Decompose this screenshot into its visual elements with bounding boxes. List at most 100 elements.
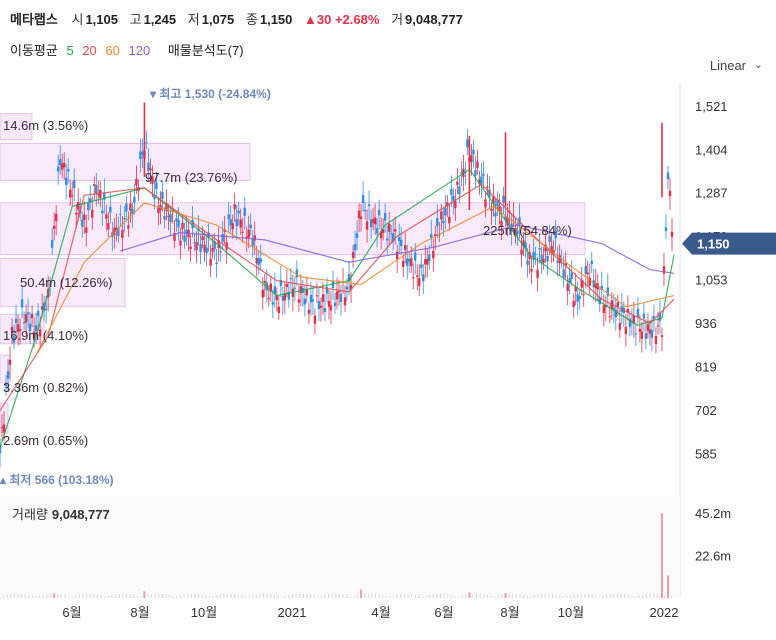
candle-body	[267, 298, 270, 300]
candle-body	[58, 159, 62, 166]
volume-title-value: 9,048,777	[51, 507, 110, 522]
ma-20[interactable]: 20	[82, 43, 97, 58]
candle-body	[530, 269, 533, 272]
candle-body	[385, 238, 389, 241]
candle-body	[608, 316, 612, 318]
candle-body	[163, 216, 166, 220]
volume-profile-toggle[interactable]: 매물분석도(7)	[167, 43, 244, 58]
candle-body	[434, 234, 437, 236]
candle-body	[20, 299, 24, 308]
candle-body	[205, 247, 208, 254]
candle-body	[339, 293, 343, 302]
candle-body	[183, 235, 186, 242]
candle-body	[52, 225, 56, 229]
x-axis-label: 6월	[62, 605, 81, 620]
candle-body	[624, 326, 628, 334]
candle-body	[466, 139, 469, 148]
x-axis-label: 10월	[558, 605, 584, 620]
candle-body	[249, 224, 252, 229]
candle-body	[139, 151, 142, 160]
candle-body	[299, 286, 303, 294]
candle-body	[353, 244, 357, 251]
candle-body	[203, 244, 206, 252]
price-tick-label: 585	[695, 446, 717, 461]
candle-body	[668, 190, 672, 197]
candle-body	[556, 260, 559, 263]
candle-body	[496, 199, 499, 207]
candle-body	[558, 255, 561, 264]
candle-body	[418, 278, 421, 287]
candle-body	[363, 210, 367, 212]
candle-body	[119, 213, 122, 215]
ma-60[interactable]: 60	[105, 43, 120, 58]
candle-body	[319, 305, 323, 308]
ma-line-60	[35, 202, 675, 356]
candle-body	[552, 250, 555, 254]
candle-body	[107, 223, 110, 230]
candle-body	[191, 219, 194, 229]
candle-body	[410, 258, 413, 267]
candle-body	[440, 211, 443, 220]
candle-body	[73, 179, 76, 189]
candle-body	[127, 225, 130, 229]
moving-average-legend[interactable]: 이동평균 5 20 60 120 매물분석도(7)	[10, 40, 249, 59]
candle-body	[213, 241, 216, 250]
ma-120[interactable]: 120	[128, 43, 151, 58]
chevron-down-icon[interactable]: ⌄	[753, 59, 763, 71]
candle-body	[18, 328, 22, 332]
candle-body	[606, 287, 610, 296]
current-price-label: 1,150	[697, 237, 730, 252]
candle-body	[54, 213, 58, 222]
ma-5[interactable]: 5	[66, 43, 74, 58]
candle-body	[185, 229, 188, 234]
candle-body	[0, 445, 2, 454]
candle-body	[271, 302, 275, 305]
candle-body	[377, 209, 381, 216]
candle-body	[347, 274, 351, 282]
price-tick-label: 1,404	[695, 142, 728, 157]
candle-body	[93, 184, 96, 186]
candle-body	[269, 283, 273, 292]
candle-body	[373, 217, 377, 225]
high-value: 1,245	[143, 12, 177, 27]
candle-body	[329, 305, 333, 311]
candle-body	[582, 294, 585, 296]
candle-body	[656, 325, 660, 327]
candle-body	[395, 251, 399, 260]
candle-body	[648, 329, 652, 334]
candle-body	[67, 168, 70, 172]
scale-mode-select[interactable]: Linear	[709, 58, 746, 73]
candle-body	[44, 308, 48, 310]
candle-body	[253, 235, 256, 241]
candle-body	[408, 259, 411, 262]
candle-body	[201, 236, 204, 241]
candle-body	[379, 231, 383, 239]
ma-line-120	[120, 224, 675, 274]
change-value: ▲30 +2.68%	[304, 12, 380, 27]
candle-body	[221, 233, 224, 242]
stock-name[interactable]: 메타랩스	[10, 12, 58, 27]
candle-body	[598, 297, 601, 305]
candle-body	[229, 219, 232, 226]
candle-body	[474, 169, 477, 176]
candle-body	[564, 263, 567, 266]
candle-body	[452, 195, 455, 201]
volume-title-label: 거래량	[12, 507, 48, 522]
candle-body	[442, 220, 445, 224]
candle-body	[40, 306, 44, 310]
candle-body	[199, 244, 202, 252]
candle-body	[472, 149, 475, 155]
candle-body	[97, 194, 100, 196]
ma-line-20	[0, 183, 675, 411]
candle-body	[652, 316, 656, 319]
candle-body	[227, 214, 230, 220]
x-axis-label: 10월	[191, 605, 217, 620]
candle-body	[195, 242, 198, 251]
close-value: 1,150	[259, 12, 293, 27]
candle-body	[243, 207, 246, 216]
candle-body	[177, 220, 180, 228]
candle-body	[428, 254, 431, 262]
candle-body	[323, 308, 327, 313]
candle-body	[444, 208, 447, 216]
